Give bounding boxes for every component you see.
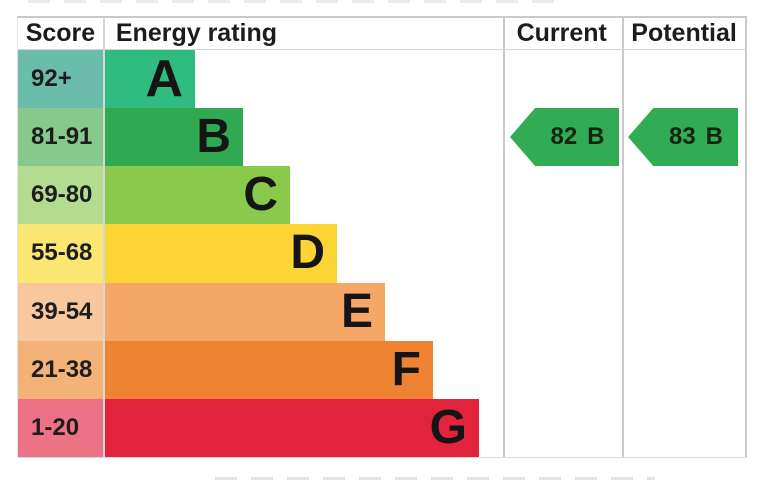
score-range-label: 21-38 xyxy=(31,355,93,383)
rating-letter: A xyxy=(145,50,183,109)
score-range-label: 69-80 xyxy=(31,181,93,209)
rating-row: 81-91 B xyxy=(18,108,747,167)
score-cell: 1-20 xyxy=(18,398,103,457)
rating-row: 55-68 D xyxy=(18,224,747,283)
score-range-label: 92+ xyxy=(31,65,72,93)
current-rating-band: B xyxy=(587,123,605,150)
rating-row: 1-20 G xyxy=(18,398,747,457)
energy-rating-column-header: Energy rating xyxy=(115,19,278,47)
top-dashed-divider xyxy=(28,0,560,3)
potential-column-header: Potential xyxy=(631,19,737,47)
current-rating-arrow: 82 B xyxy=(510,108,619,166)
rating-letter: G xyxy=(429,400,467,454)
score-range-label: 81-91 xyxy=(31,123,93,151)
rating-letter: E xyxy=(340,284,373,338)
rating-row: 21-38 F xyxy=(18,340,747,399)
rating-letter: F xyxy=(391,342,421,396)
score-column-divider xyxy=(103,18,105,457)
score-cell: 81-91 xyxy=(18,108,103,167)
rating-row: 92+ A xyxy=(18,50,747,109)
potential-rating-score: 83 xyxy=(668,123,696,150)
rating-band: C xyxy=(105,166,290,225)
current-column-divider xyxy=(503,18,505,457)
bottom-dashed-divider xyxy=(215,477,655,480)
rating-letter: C xyxy=(243,168,278,222)
rating-band: A xyxy=(105,50,195,109)
score-cell: 39-54 xyxy=(18,282,103,341)
score-range-label: 1-20 xyxy=(31,413,80,441)
current-rating-score: 82 xyxy=(550,123,578,150)
rating-letter: B xyxy=(196,110,231,164)
score-cell: 55-68 xyxy=(18,224,103,283)
rating-row: 39-54 E xyxy=(18,282,747,341)
rating-letter: D xyxy=(290,226,325,280)
potential-rating-arrow: 83 B xyxy=(628,108,738,166)
rating-band: E xyxy=(105,282,385,341)
table-header-row: Score Energy rating Current Potential xyxy=(18,18,747,50)
table-right-border xyxy=(745,18,747,457)
score-cell: 69-80 xyxy=(18,166,103,225)
score-column-header: Score xyxy=(25,19,96,47)
score-cell: 92+ xyxy=(18,50,103,109)
rating-band: G xyxy=(105,398,479,457)
current-column-header: Current xyxy=(516,19,607,47)
rating-row: 69-80 C xyxy=(18,166,747,225)
score-range-label: 39-54 xyxy=(31,297,93,325)
rating-band: D xyxy=(105,224,337,283)
score-cell: 21-38 xyxy=(18,340,103,399)
score-range-label: 55-68 xyxy=(31,239,93,267)
rating-band: F xyxy=(105,340,433,399)
epc-table: Score Energy rating Current Potential 92… xyxy=(17,16,747,458)
potential-rating-band: B xyxy=(705,123,724,150)
rating-band: B xyxy=(105,108,243,167)
rating-rows: 92+ A 81-91 B 69-80 C 55-68 D 39-54 xyxy=(18,50,747,457)
potential-column-divider xyxy=(622,18,624,457)
